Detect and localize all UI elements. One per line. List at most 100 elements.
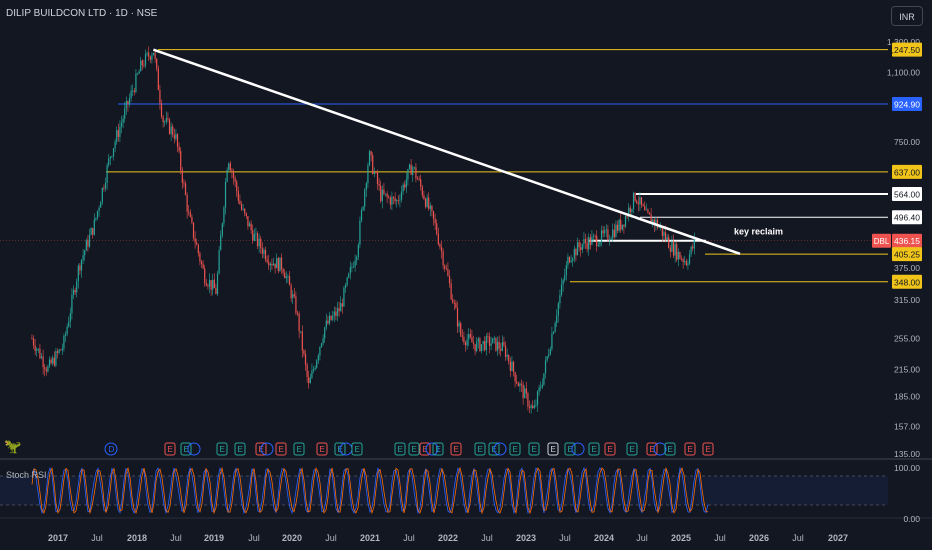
candle <box>336 308 339 316</box>
candle <box>485 336 487 351</box>
candle <box>522 384 524 399</box>
candle <box>72 289 75 295</box>
candle <box>458 323 460 327</box>
candle <box>624 216 627 227</box>
candle <box>592 235 595 237</box>
candle <box>69 313 71 322</box>
earnings-marker-icon <box>419 442 431 456</box>
candle <box>141 60 143 66</box>
candle <box>460 323 462 336</box>
candle <box>204 268 206 284</box>
candle <box>80 259 83 271</box>
earnings-letter: E <box>168 445 173 454</box>
candle <box>256 233 259 247</box>
earnings-letter: E <box>238 445 243 454</box>
candle <box>64 334 67 336</box>
candle <box>677 251 679 260</box>
price-axis[interactable]: 1,300.001,100.00750.00439.00375.00315.00… <box>872 37 922 459</box>
candle <box>74 289 76 293</box>
candle <box>117 130 119 137</box>
candle <box>420 179 422 187</box>
candle <box>676 244 678 260</box>
candle <box>580 247 582 250</box>
candle <box>151 55 153 60</box>
candle <box>108 158 110 166</box>
trendline[interactable]: key reclaim <box>153 48 783 255</box>
candle <box>642 204 644 207</box>
candle <box>317 355 319 361</box>
candle <box>330 315 332 320</box>
price-tick-label: 315.00 <box>894 295 920 305</box>
candle <box>620 219 622 230</box>
candle <box>444 265 446 269</box>
candle <box>157 68 159 91</box>
candle <box>399 199 401 201</box>
candle <box>423 195 425 200</box>
candle <box>418 179 420 181</box>
candle <box>253 234 255 241</box>
candle <box>490 343 492 346</box>
candle <box>392 196 395 198</box>
candle <box>104 182 107 189</box>
time-axis[interactable]: 2017 Jul 2018 Jul 2019 Jul 2020 Jul 2021 Jul 2022 J… <box>48 533 848 543</box>
candle <box>472 342 475 345</box>
currency-button[interactable]: INR <box>891 6 923 26</box>
candle <box>332 315 334 320</box>
candle <box>280 257 283 270</box>
candle <box>140 60 142 72</box>
candle <box>60 349 62 351</box>
candle <box>596 236 598 247</box>
candle <box>101 187 103 203</box>
candle <box>556 315 558 324</box>
candle <box>85 240 87 251</box>
chart-title: DILIP BUILDCON LTD · 1D · NSE <box>6 8 158 19</box>
candle <box>396 200 398 202</box>
candle <box>274 263 276 269</box>
candle <box>44 367 46 370</box>
candle <box>479 338 481 352</box>
candle <box>261 247 263 254</box>
candle <box>631 209 633 212</box>
candle <box>210 280 212 290</box>
candle <box>549 349 551 355</box>
symbol-badge <box>872 233 891 248</box>
time-tick-label: 2025 <box>671 533 691 543</box>
candle <box>184 183 187 196</box>
candle <box>170 126 172 134</box>
candle <box>410 164 412 175</box>
candle <box>552 332 555 334</box>
candle <box>543 373 545 385</box>
candle <box>373 171 375 174</box>
earnings-marker-icon <box>450 442 462 456</box>
candle <box>183 182 185 184</box>
candle <box>258 238 260 247</box>
candle <box>119 126 121 137</box>
earnings-marker-icon <box>626 442 638 456</box>
price-tick-label: 375.00 <box>894 263 920 273</box>
candle <box>344 285 347 288</box>
time-tick-label: Jul <box>481 533 493 543</box>
candle <box>180 151 182 170</box>
candle <box>328 315 331 324</box>
candle <box>468 334 470 340</box>
candle <box>191 216 193 223</box>
candle <box>647 209 649 213</box>
candle <box>252 230 254 241</box>
candle <box>389 197 391 205</box>
candle <box>111 156 113 157</box>
candle <box>442 251 444 266</box>
candle <box>226 169 228 182</box>
candle <box>413 167 415 169</box>
candle <box>125 101 127 109</box>
symbol-badge-label: DBL <box>874 237 890 246</box>
earnings-letter: E <box>592 445 597 454</box>
candle <box>682 259 684 262</box>
candle <box>285 276 287 279</box>
candle <box>613 229 615 237</box>
earnings-letter: E <box>320 445 325 454</box>
stoch-k-line <box>31 466 709 515</box>
candle <box>248 223 251 227</box>
candle <box>362 206 364 210</box>
